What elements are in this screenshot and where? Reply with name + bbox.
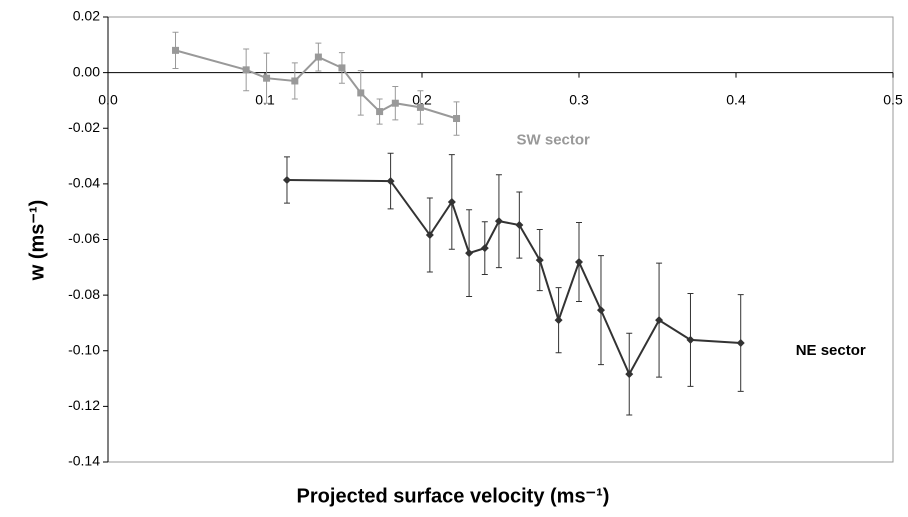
series-line (286, 178, 741, 377)
marker (447, 197, 456, 206)
y-tick-label: -0.06 (68, 230, 100, 246)
marker (386, 177, 395, 186)
marker (338, 64, 346, 72)
marker (291, 77, 299, 85)
marker (494, 217, 503, 226)
y-axis-title: w (ms⁻¹) (26, 200, 48, 282)
series-label: SW sector (517, 131, 591, 148)
marker (391, 99, 399, 107)
y-tick-label: -0.08 (68, 286, 100, 302)
y-tick-label: 0.00 (73, 63, 100, 79)
y-tick-label: 0.02 (73, 8, 100, 24)
x-tick-label: 0.0 (98, 91, 118, 107)
marker (535, 256, 544, 265)
x-tick-label: 0.2 (412, 91, 432, 107)
marker (515, 221, 524, 230)
marker (480, 244, 489, 253)
marker (263, 74, 271, 82)
marker (655, 316, 664, 325)
marker (554, 316, 563, 325)
y-tick-label: -0.10 (68, 341, 100, 357)
x-tick-label: 0.5 (883, 91, 903, 107)
marker (686, 335, 695, 344)
x-tick-label: 0.1 (255, 91, 275, 107)
marker (453, 115, 461, 123)
marker (242, 66, 250, 74)
marker (425, 231, 434, 240)
marker (314, 53, 322, 61)
marker (596, 306, 605, 315)
marker (376, 108, 384, 116)
marker (357, 89, 365, 97)
marker (575, 258, 583, 267)
x-tick-label: 0.3 (569, 91, 589, 107)
x-axis-title: Projected surface velocity (ms⁻¹) (297, 485, 610, 507)
y-tick-label: -0.14 (68, 453, 100, 469)
marker (282, 175, 291, 184)
marker (625, 370, 634, 379)
marker (172, 46, 180, 54)
y-tick-label: -0.04 (68, 175, 100, 191)
y-tick-label: -0.12 (68, 397, 100, 413)
plot-frame (107, 16, 894, 463)
marker (736, 338, 745, 347)
series-label: NE sector (796, 342, 866, 359)
y-tick-label: -0.02 (68, 119, 100, 135)
marker (416, 103, 424, 111)
x-tick-label: 0.4 (726, 91, 746, 107)
marker (465, 249, 474, 258)
series-line (175, 49, 457, 120)
